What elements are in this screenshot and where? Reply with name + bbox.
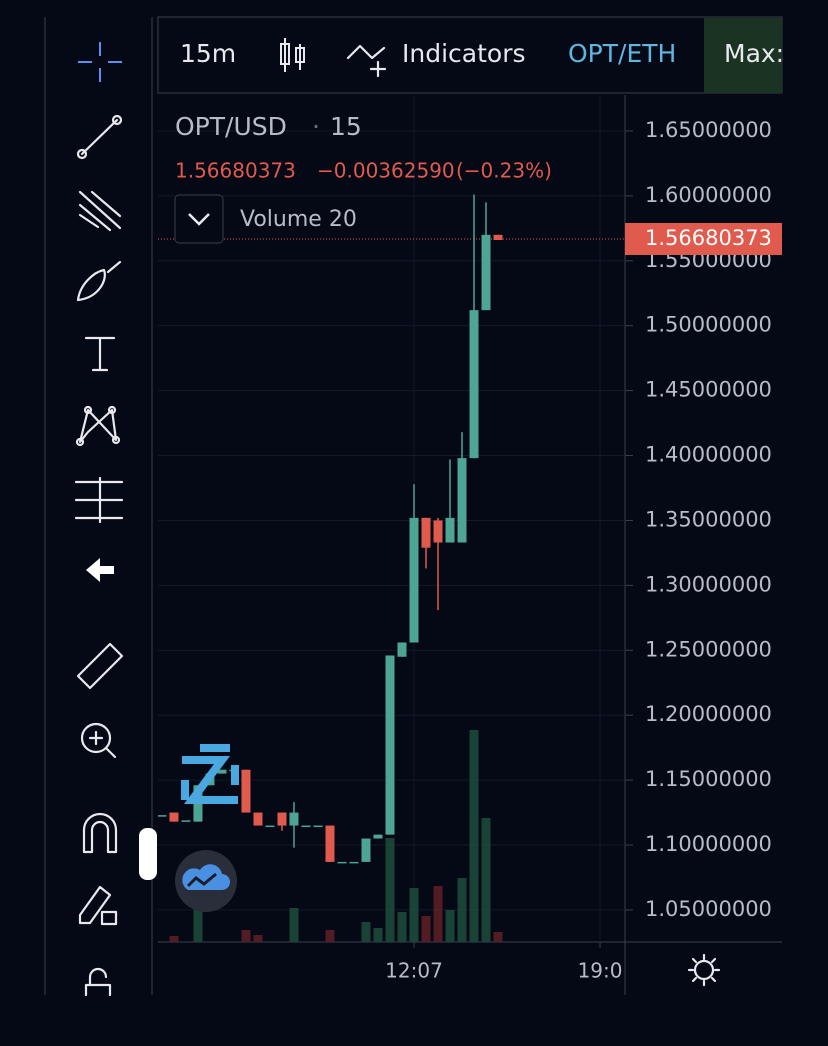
- candle-body: [313, 825, 323, 828]
- x-tick-label: 19:0: [578, 959, 623, 983]
- candle-body: [217, 769, 227, 774]
- volume-bar: [241, 930, 251, 942]
- drag-handle[interactable]: [139, 828, 157, 880]
- candle-body: [445, 517, 455, 543]
- plot: 1.05000000 1.10000000 1.15000000 1.20000000…: [158, 95, 782, 983]
- last-price-label: 1.56680373: [645, 226, 772, 250]
- candle-body: [325, 825, 335, 862]
- plot-area: [158, 95, 625, 942]
- candle-body: [433, 520, 443, 543]
- volume-bar: [169, 936, 179, 942]
- crosshair-tool[interactable]: [78, 42, 122, 82]
- volume-bar: [481, 818, 491, 942]
- candle-body: [241, 769, 251, 813]
- volume-bar: [325, 930, 335, 942]
- zoom-tool[interactable]: [80, 722, 117, 759]
- back-button[interactable]: [86, 558, 114, 582]
- measure-tool[interactable]: [74, 476, 124, 524]
- chevron: [188, 213, 210, 226]
- text-tool[interactable]: [84, 336, 116, 372]
- settings-button[interactable]: [687, 953, 721, 987]
- candle-body: [289, 812, 299, 826]
- y-tick-label: 1.35000000: [645, 507, 772, 531]
- ruler-tool[interactable]: [76, 642, 124, 690]
- candle-body: [349, 861, 359, 864]
- candle-body: [409, 517, 419, 643]
- y-tick-label: 1.40000000: [645, 443, 772, 467]
- magnet-tool[interactable]: [82, 812, 118, 854]
- volume-bar: [493, 932, 503, 942]
- volume-bar: [421, 916, 431, 942]
- y-tick-label: 1.05000000: [645, 897, 772, 921]
- candle-body: [373, 834, 383, 839]
- collapse-button[interactable]: [174, 194, 224, 244]
- volume-bar: [361, 922, 371, 942]
- candle-body: [397, 642, 407, 657]
- volume-bar: [469, 730, 479, 942]
- indicators-button[interactable]: Indicators: [402, 39, 526, 68]
- y-tick-label: 1.20000000: [645, 702, 772, 726]
- candle-body: [253, 812, 263, 826]
- legend-change: −0.00362590: [317, 159, 455, 183]
- legend-price: 1.56680373: [175, 159, 296, 183]
- chart-type-button[interactable]: [280, 38, 305, 72]
- legend-volume: Volume 20: [240, 207, 357, 232]
- cloud-icon: [182, 864, 230, 890]
- trend-line-tool[interactable]: [76, 114, 123, 160]
- interval-button[interactable]: 15m: [180, 39, 236, 68]
- y-tick-label: 1.60000000: [645, 183, 772, 207]
- cloud-line: [186, 872, 217, 888]
- candle-body: [385, 655, 395, 835]
- candle-body: [265, 825, 275, 828]
- volume-bar: [253, 935, 263, 942]
- y-tick-label: 1.25000000: [645, 637, 772, 661]
- y-tick-label: 1.15000000: [645, 767, 772, 791]
- y-tick-label: 1.65000000: [645, 118, 772, 142]
- y-tick-label: 1.45000000: [645, 378, 772, 402]
- candle-body: [301, 825, 311, 828]
- pattern-tool[interactable]: [75, 405, 121, 447]
- volume-bar: [289, 908, 299, 942]
- fib-tool[interactable]: [78, 190, 122, 232]
- volume-bar: [385, 838, 395, 942]
- candle-body: [481, 234, 491, 311]
- lock-drawing-tool[interactable]: [78, 885, 118, 926]
- volume-bar: [445, 910, 455, 942]
- volume-bar: [193, 910, 203, 942]
- candle-body: [337, 861, 347, 864]
- candle-body: [169, 812, 179, 822]
- candle-body: [421, 517, 431, 548]
- symbol-button[interactable]: OPT/ETH: [568, 39, 676, 68]
- legend-separator: ·: [312, 112, 320, 141]
- lock-tool[interactable]: [84, 967, 112, 997]
- volume-bar: [409, 888, 419, 942]
- candle-body: [469, 310, 479, 459]
- candle-body: [493, 234, 503, 241]
- volume-bar: [397, 912, 407, 942]
- candle-body: [277, 812, 287, 826]
- legend-change-pct: (−0.23%): [456, 159, 552, 183]
- volume-bar: [433, 886, 443, 942]
- volume-bar: [457, 878, 467, 942]
- y-tick-label: 1.50000000: [645, 313, 772, 337]
- candle-body: [158, 815, 167, 817]
- brush-tool[interactable]: [76, 260, 122, 302]
- volume-bar: [373, 928, 383, 942]
- candle-body: [361, 838, 371, 862]
- max-button[interactable]: Max:: [724, 39, 784, 68]
- candle-body: [457, 458, 467, 543]
- y-tick-label: 1.30000000: [645, 572, 772, 596]
- x-tick-label: 12:07: [385, 959, 443, 983]
- y-tick-label: 1.10000000: [645, 832, 772, 856]
- legend-interval: 15: [330, 112, 362, 141]
- candle-body: [181, 820, 191, 822]
- legend-symbol: OPT/USD: [175, 112, 287, 141]
- last-price-box: [625, 222, 782, 255]
- max-button-bg: [704, 18, 782, 93]
- indicators-icon: [346, 44, 387, 78]
- logo: [181, 744, 239, 804]
